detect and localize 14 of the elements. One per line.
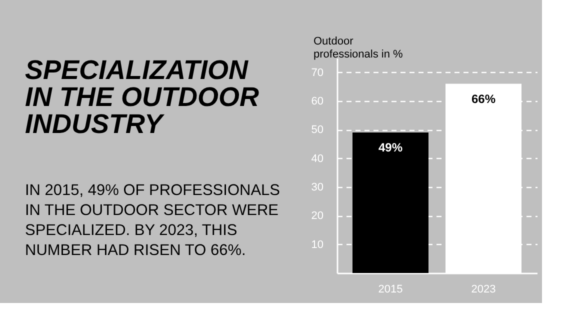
y-tick-label: 50	[311, 124, 324, 136]
data-label: 66%	[471, 92, 496, 106]
text: SPECIALIZATION IN THE OUTDOOR INDUSTRY	[25, 55, 260, 139]
y-tick-label: 40	[311, 152, 324, 165]
y-tick-label: 20	[311, 210, 324, 222]
text: IN 2015, 49% OF PROFESSIONALS IN THE OUTDOOR SECTOR WERE SPECIALIZED. BY 2023, THIS NUMBER HAD RISEN TO 66%.	[25, 182, 280, 259]
y-tick-label: 10	[311, 238, 324, 251]
x-tick-label: 2015	[378, 284, 403, 296]
data-label: 49%	[378, 140, 403, 155]
y-tick-label: 70	[311, 66, 324, 79]
y-tick-label: 30	[311, 182, 324, 194]
x-tick-label: 2023	[471, 284, 496, 296]
y-tick-label: 60	[311, 96, 324, 108]
y-axis-title: Outdoor professionals in %	[314, 36, 403, 60]
